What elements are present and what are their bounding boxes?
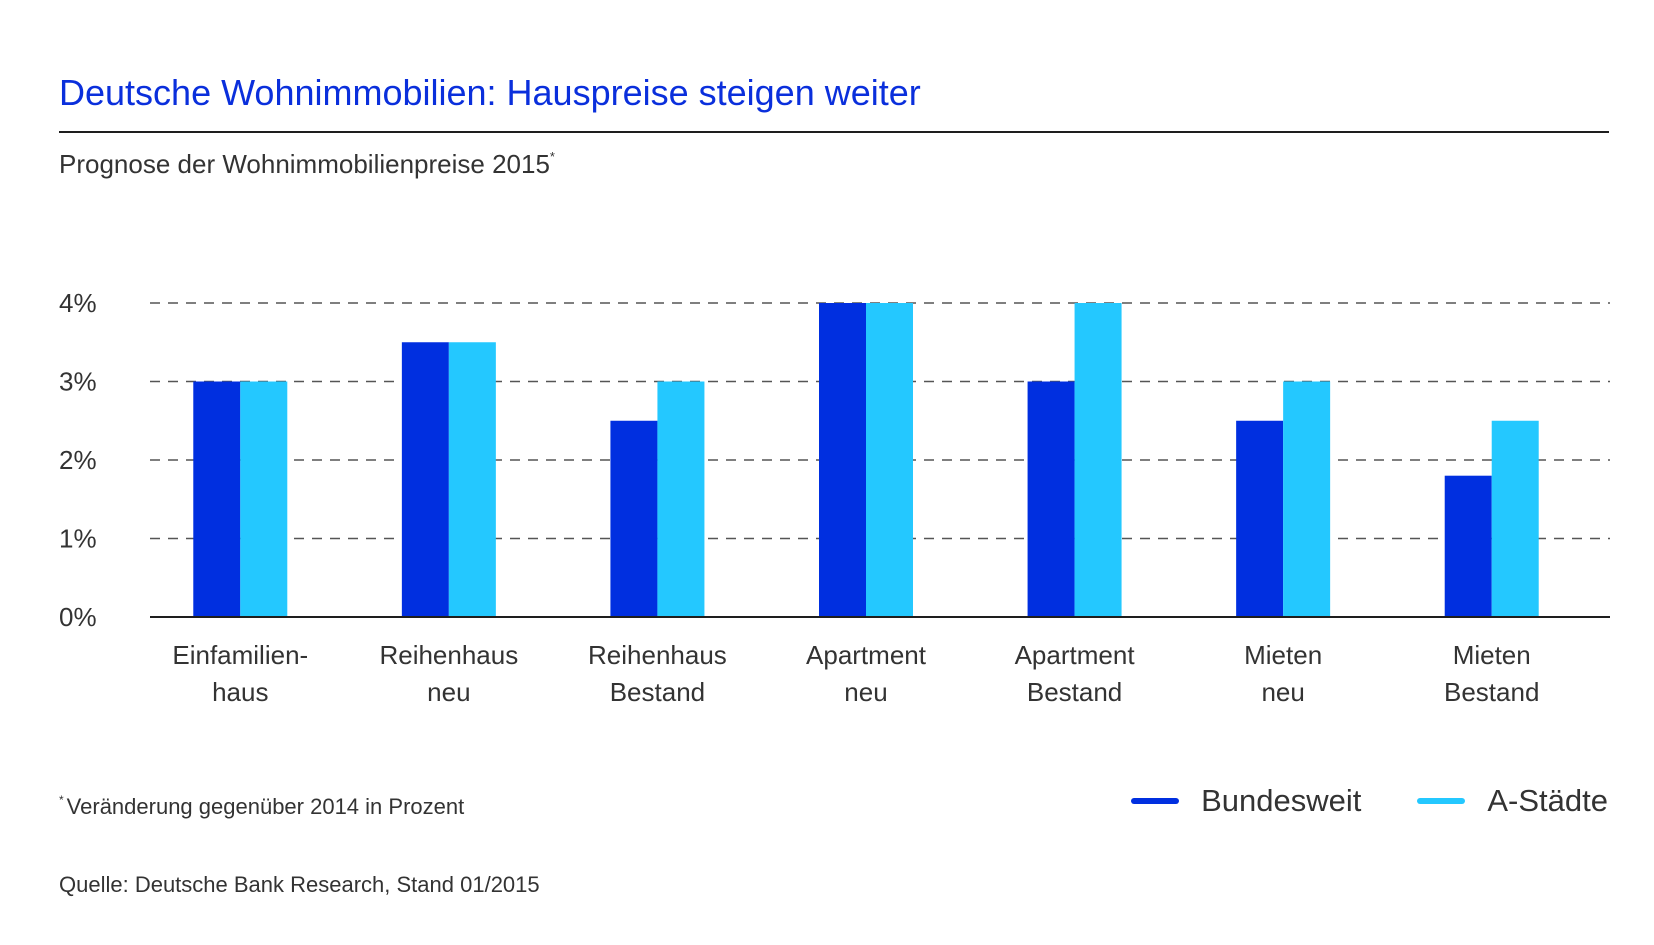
footnote-marker: * xyxy=(59,793,64,807)
y-tick-label-3: 3% xyxy=(59,367,97,397)
bar-bundesweit-1 xyxy=(401,342,449,617)
x-category-label-3: Apartment neu xyxy=(806,640,927,707)
y-tick-label-0: 0% xyxy=(59,602,97,632)
x-category-label-4-line-0: Apartment xyxy=(1015,640,1136,670)
x-category-label-6-line-1: Bestand xyxy=(1444,677,1539,707)
x-category-label-5-line-0: Mieten xyxy=(1244,640,1322,670)
bar-bundesweit-3 xyxy=(819,303,866,617)
bar-bundesweit-6 xyxy=(1444,475,1492,617)
x-category-label-3-line-1: neu xyxy=(844,677,887,707)
bars xyxy=(193,303,1539,617)
subtitle-text: Prognose der Wohnimmobilienpreise 2015 xyxy=(59,149,550,179)
x-category-label-4-line-1: Bestand xyxy=(1027,677,1122,707)
legend-swatch-a-staedte xyxy=(1417,798,1466,804)
bar-bundesweit-4 xyxy=(1027,381,1075,617)
x-category-label-2: Reihenhaus Bestand xyxy=(588,640,727,707)
legend-item-bundesweit: Bundesweit xyxy=(1131,783,1361,819)
x-category-label-5-line-1: neu xyxy=(1261,677,1304,707)
bar-a-st-dte-1 xyxy=(448,342,496,617)
x-category-label-3-line-0: Apartment xyxy=(806,640,927,670)
legend-swatch-bundesweit xyxy=(1131,798,1180,804)
bar-bundesweit-5 xyxy=(1236,420,1284,617)
legend-label-bundesweit: Bundesweit xyxy=(1201,783,1362,818)
x-category-label-0-line-0: Einfamilien- xyxy=(172,640,308,670)
bar-a-st-dte-6 xyxy=(1491,420,1539,617)
chart-title: Deutsche Wohnimmobilien: Hauspreise stei… xyxy=(59,72,921,113)
y-tick-label-2: 2% xyxy=(59,445,97,475)
bar-bundesweit-2 xyxy=(610,420,658,617)
bar-bundesweit-0 xyxy=(193,381,241,617)
x-category-label-1-line-1: neu xyxy=(427,677,470,707)
x-category-label-5: Mieten neu xyxy=(1244,640,1322,707)
legend-label-a-staedte: A-Städte xyxy=(1487,783,1608,818)
subtitle-footnote-marker: * xyxy=(549,149,555,164)
title-divider xyxy=(59,131,1609,133)
x-category-label-1: Reihenhaus neu xyxy=(379,640,518,707)
x-category-label-6-line-0: Mieten xyxy=(1453,640,1531,670)
legend-item-a-staedte: A-Städte xyxy=(1417,783,1608,819)
footnote-text: Veränderung gegenüber 2014 in Prozent xyxy=(66,794,465,819)
source-note: Quelle: Deutsche Bank Research, Stand 01… xyxy=(59,872,540,897)
bar-a-st-dte-2 xyxy=(657,381,705,617)
x-category-label-2-line-1: Bestand xyxy=(610,677,705,707)
y-tick-label-4: 4% xyxy=(59,288,97,318)
x-category-label-1-line-0: Reihenhaus xyxy=(379,640,518,670)
legend: Bundesweit A-Städte xyxy=(1075,783,1608,819)
x-category-label-2-line-0: Reihenhaus xyxy=(588,640,727,670)
footnote: * Veränderung gegenüber 2014 in Prozent xyxy=(59,793,464,820)
bar-a-st-dte-5 xyxy=(1283,381,1331,617)
y-tick-label-1: 1% xyxy=(59,524,97,554)
x-category-label-4: Apartment Bestand xyxy=(1015,640,1136,707)
x-category-label-0: Einfamilien-haus xyxy=(172,640,308,707)
bar-a-st-dte-0 xyxy=(240,381,288,617)
x-category-label-6: Mieten Bestand xyxy=(1444,640,1539,707)
bar-a-st-dte-3 xyxy=(866,303,913,617)
bar-a-st-dte-4 xyxy=(1074,303,1122,617)
x-category-label-0-line-1: haus xyxy=(212,677,268,707)
chart-subtitle: Prognose der Wohnimmobilienpreise 2015* xyxy=(59,149,555,180)
